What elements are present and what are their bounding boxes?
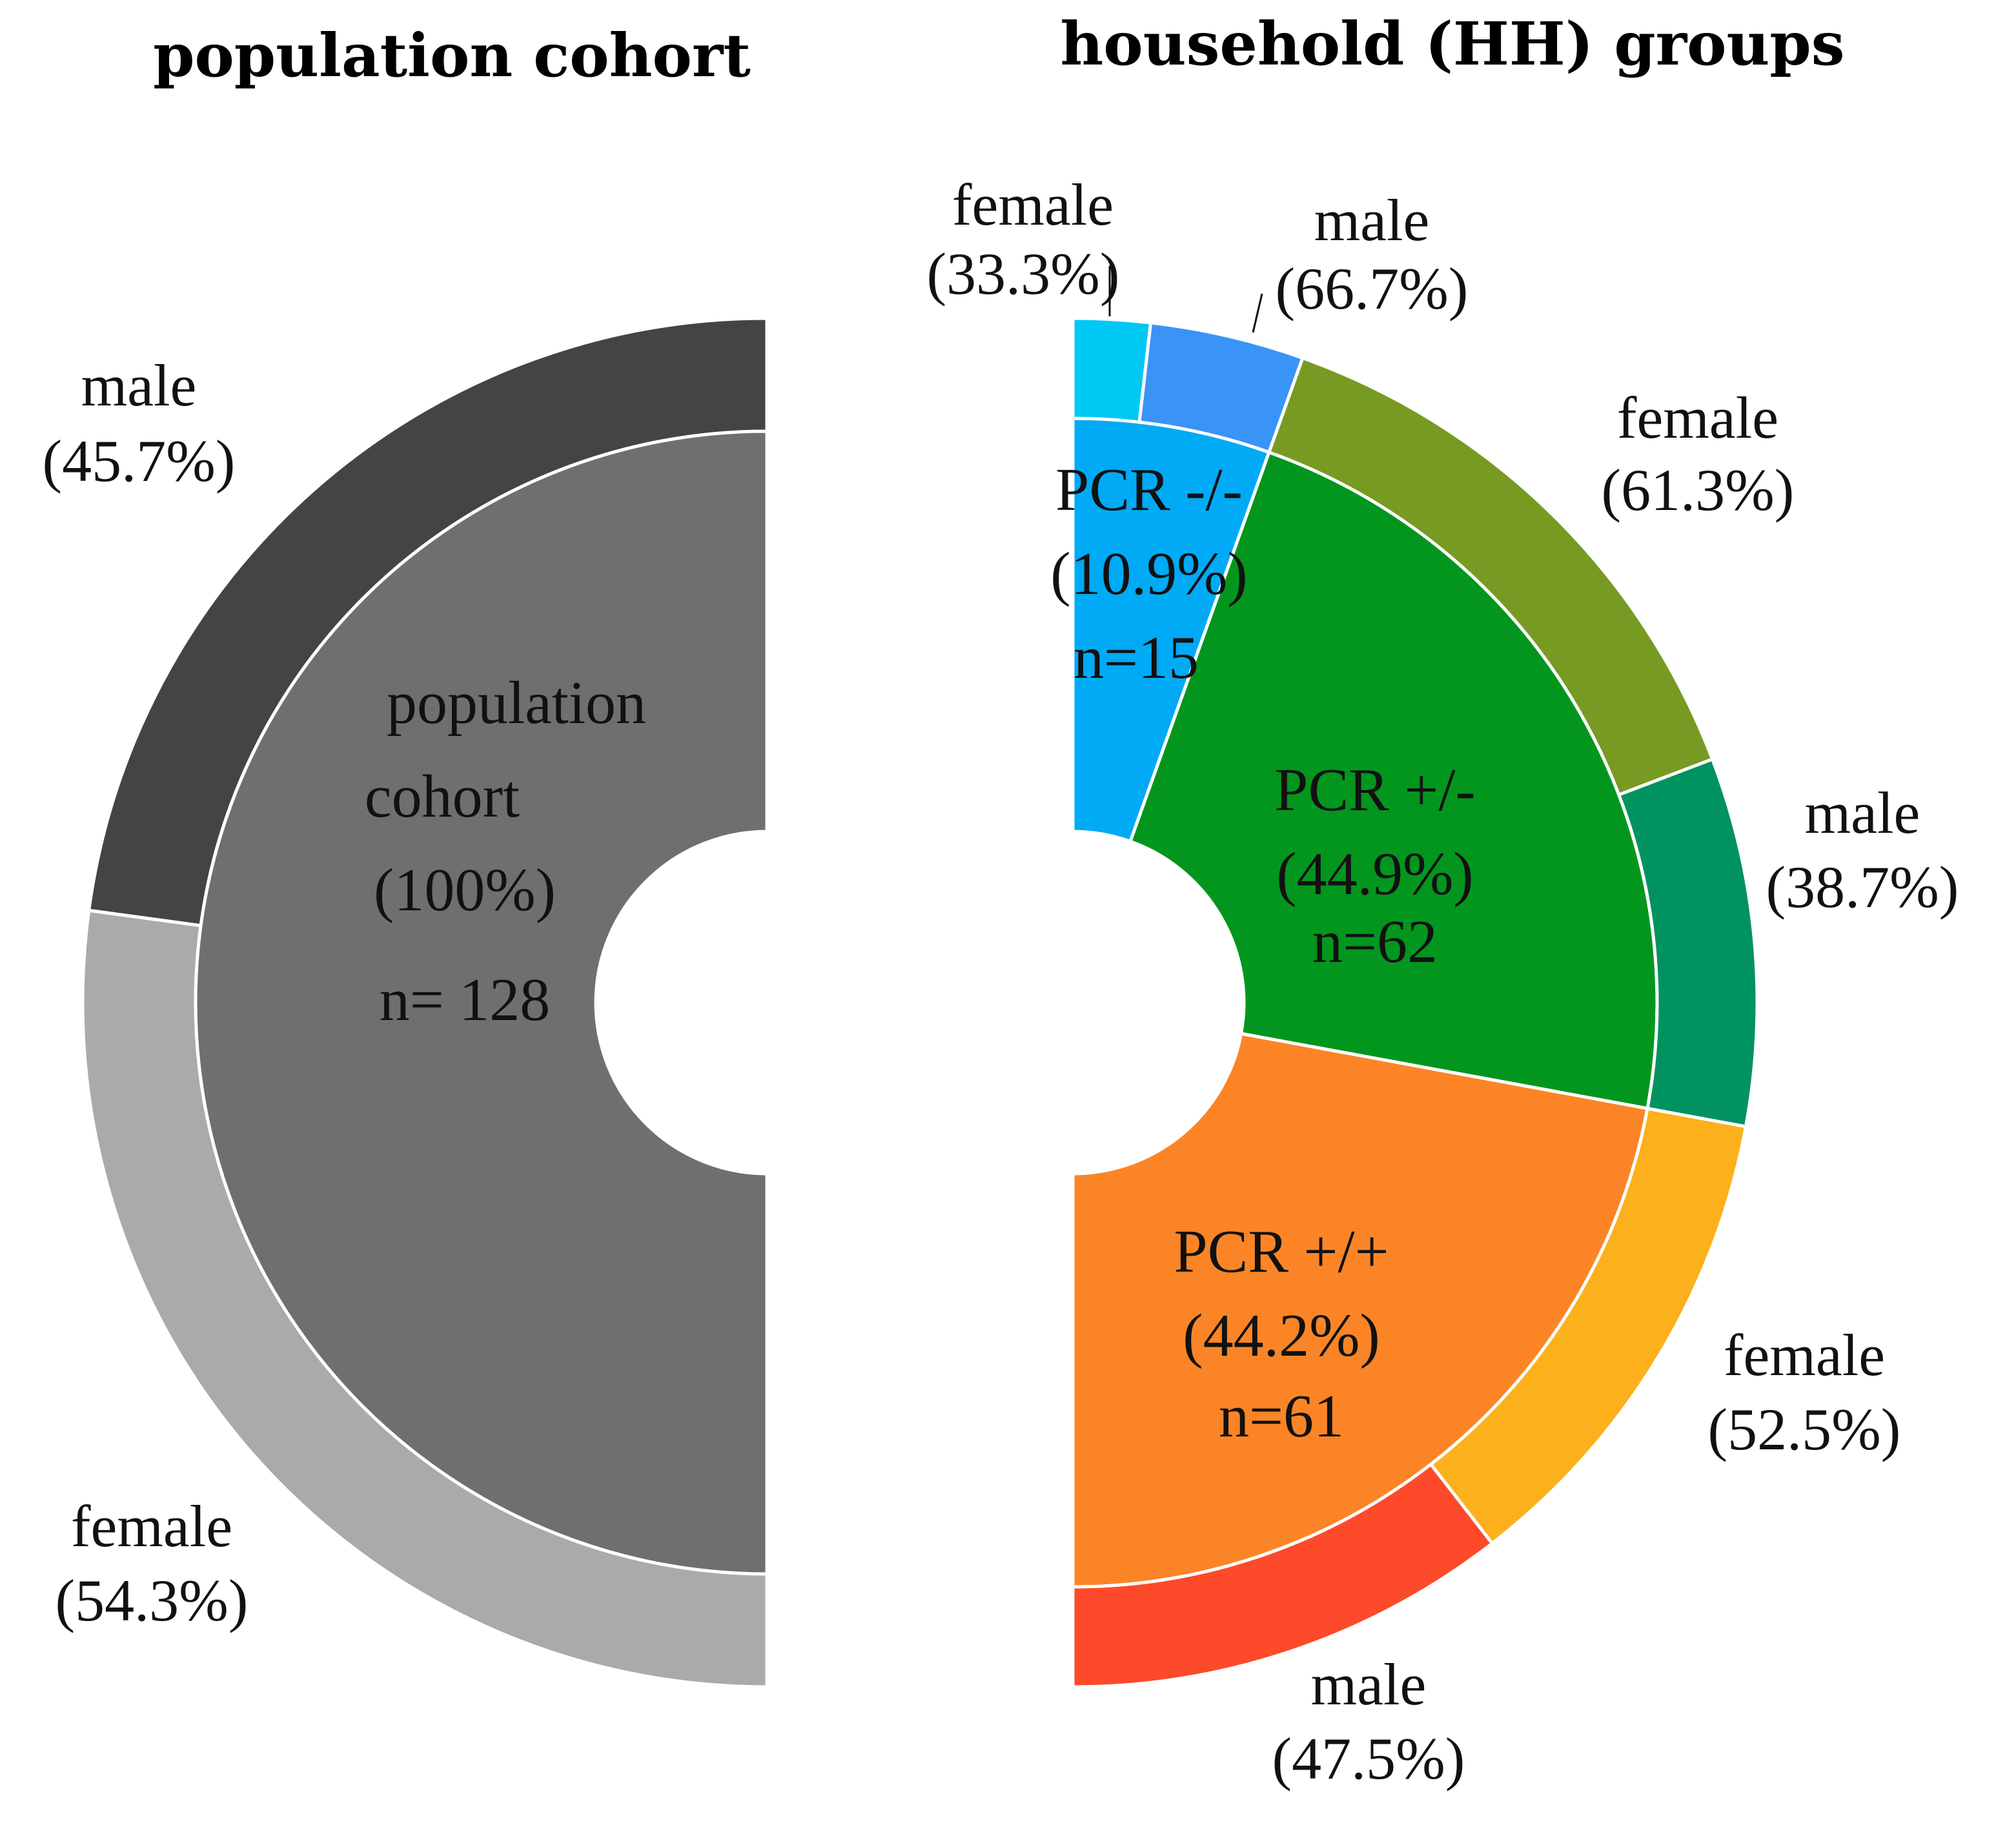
right-half-donut: [1071, 316, 1759, 1689]
pcr-neg-neg-female-outer-wedge: [1071, 316, 1153, 424]
pcr-neg-neg-female-percent: (33.3%): [927, 241, 1120, 307]
pcr-neg-neg-percent: (10.9%): [1050, 540, 1247, 607]
pcr-pos-neg-female-label: female: [1617, 385, 1778, 451]
pcr-pos-pos-female-label: female: [1724, 1322, 1885, 1388]
left-female-label: female: [71, 1493, 232, 1559]
pcr-neg-neg-name: PCR -/-: [1055, 456, 1243, 524]
pcr-pos-neg-percent: (44.9%): [1276, 841, 1473, 908]
left-male-percent: (45.7%): [43, 428, 236, 494]
left-inner-label-name-line1: population: [387, 669, 646, 737]
left-inner-cohort-wedge: [194, 429, 769, 1576]
left-female-percent: (54.3%): [56, 1567, 249, 1633]
pcr-pos-neg-name: PCR +/-: [1274, 757, 1476, 824]
pcr-neg-neg-male-leader: [1252, 293, 1263, 333]
pcr-pos-neg-n: n=62: [1312, 908, 1438, 975]
pcr-pos-neg-female-percent: (61.3%): [1602, 457, 1795, 523]
pcr-neg-neg-male-percent: (66.7%): [1276, 256, 1469, 322]
left-half-donut: [81, 316, 769, 1689]
pcr-pos-pos-male-percent: (47.5%): [1272, 1726, 1465, 1791]
pcr-neg-neg-male-label: male: [1314, 187, 1430, 253]
pcr-pos-pos-female-percent: (52.5%): [1708, 1396, 1901, 1462]
left-male-label: male: [81, 352, 197, 418]
pcr-pos-pos-male-label: male: [1311, 1651, 1427, 1717]
pcr-neg-neg-female-label: female: [952, 172, 1114, 238]
pcr-pos-pos-name: PCR +/+: [1174, 1218, 1389, 1285]
left-inner-n-label: n= 128: [380, 966, 551, 1034]
pcr-pos-pos-male-outer-wedge: [1071, 1462, 1495, 1689]
pcr-pos-pos-percent: (44.2%): [1183, 1302, 1380, 1369]
pcr-pos-pos-n: n=61: [1219, 1383, 1344, 1450]
right-panel-title: household (HH) groups: [1060, 9, 1844, 79]
left-inner-percent-label: (100%): [374, 857, 556, 924]
pcr-pos-neg-male-label: male: [1805, 780, 1920, 846]
left-inner-label-name-line2: cohort: [365, 763, 520, 830]
pcr-pos-neg-male-percent: (38.7%): [1766, 854, 1959, 920]
left-panel-title: population cohort: [153, 21, 751, 90]
pcr-neg-neg-n: n=15: [1074, 624, 1199, 691]
